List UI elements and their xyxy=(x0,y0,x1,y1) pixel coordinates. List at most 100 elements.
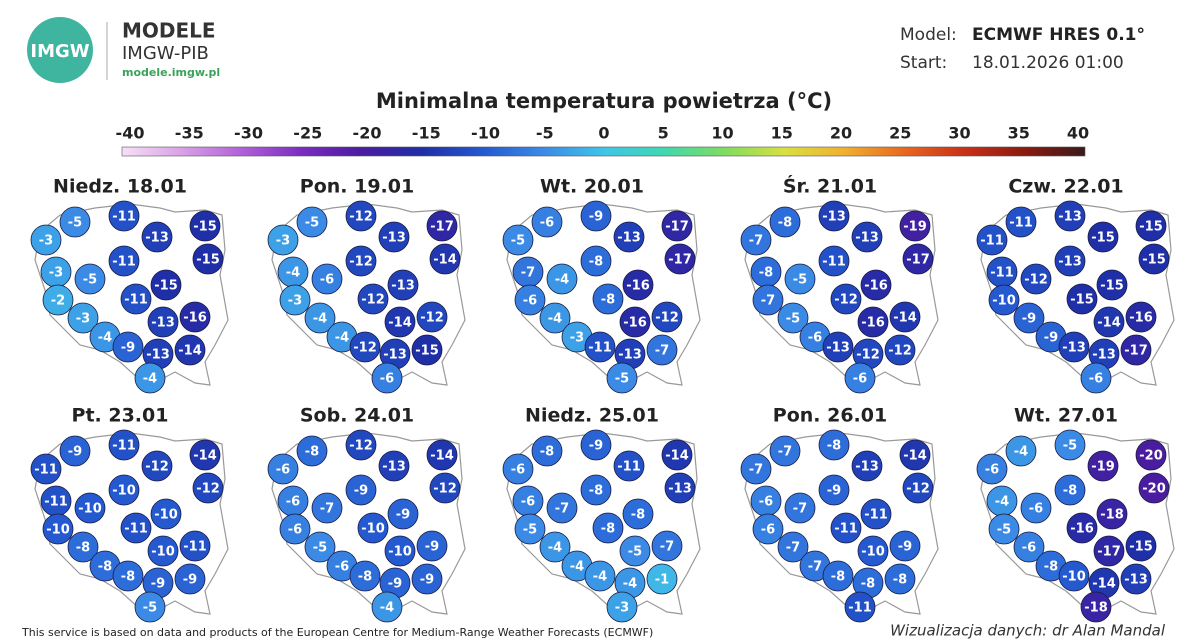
station-value: -14 xyxy=(1092,577,1116,592)
station-marker xyxy=(822,560,854,592)
colorbar-tick-label: 10 xyxy=(711,124,733,143)
station-value: -8 xyxy=(1044,560,1058,575)
station-marker xyxy=(74,263,106,295)
station-marker xyxy=(502,453,534,485)
station-marker xyxy=(279,513,311,545)
station-marker xyxy=(174,334,206,366)
station-value: -14 xyxy=(433,253,457,268)
colorbar-tick-label: -35 xyxy=(175,124,204,143)
station-value: -9 xyxy=(151,577,165,592)
station-marker xyxy=(902,243,934,275)
station-marker xyxy=(546,263,578,295)
station-value: -3 xyxy=(76,312,90,327)
station-marker xyxy=(1054,245,1086,277)
station-marker xyxy=(1135,439,1167,471)
station-value: -11 xyxy=(112,210,136,225)
station-marker xyxy=(546,492,578,524)
station-marker xyxy=(141,221,173,253)
station-marker xyxy=(857,535,889,567)
station-value: -13 xyxy=(383,348,407,363)
station-value: -8 xyxy=(778,216,792,231)
station-value: -11 xyxy=(822,255,846,270)
station-marker xyxy=(108,474,140,506)
day-title: Pon. 19.01 xyxy=(300,176,414,198)
station-marker xyxy=(416,301,448,333)
station-value: -8 xyxy=(305,445,319,460)
station-marker xyxy=(822,331,854,363)
station-marker xyxy=(74,492,106,524)
station-marker xyxy=(304,531,336,563)
day-title: Wt. 27.01 xyxy=(1014,405,1118,427)
station-value: -13 xyxy=(617,231,641,246)
station-value: -8 xyxy=(601,293,615,308)
station-value: -11 xyxy=(864,508,888,523)
station-value: -6 xyxy=(286,495,300,510)
colorbar-tick-label: 40 xyxy=(1067,124,1089,143)
station-value: -15 xyxy=(1100,279,1124,294)
station-marker xyxy=(592,512,624,544)
station-marker xyxy=(1125,301,1157,333)
station-marker xyxy=(147,306,179,338)
station-marker xyxy=(345,245,377,277)
station-marker xyxy=(580,245,612,277)
start-label: Start: xyxy=(900,53,947,73)
station-value: -12 xyxy=(145,460,169,475)
station-value: -13 xyxy=(1058,255,1082,270)
station-value: -10 xyxy=(361,522,385,537)
station-value: -13 xyxy=(391,279,415,294)
station-value: -12 xyxy=(433,482,457,497)
station-value: -8 xyxy=(601,522,615,537)
station-marker xyxy=(976,453,1008,485)
station-value: -17 xyxy=(668,253,692,268)
model: ECMWF HRES 0.1° xyxy=(972,25,1145,45)
station-value: -5 xyxy=(143,601,157,616)
station-value: -11 xyxy=(1009,216,1033,231)
station-marker xyxy=(30,224,62,256)
colorbar-tick-label: -10 xyxy=(471,124,500,143)
station-marker xyxy=(1080,362,1112,394)
colorbar xyxy=(121,146,1086,157)
station-value: -13 xyxy=(145,231,169,246)
station-value: -6 xyxy=(288,523,302,538)
station-value: -13 xyxy=(1062,341,1086,356)
station-marker xyxy=(42,284,74,316)
colorbar-tick-label: -5 xyxy=(536,124,554,143)
station-value: -8 xyxy=(759,266,773,281)
station-value: -12 xyxy=(1024,273,1048,288)
station-marker xyxy=(860,269,892,301)
station-marker xyxy=(1013,302,1045,334)
station-marker xyxy=(384,535,416,567)
station-marker xyxy=(899,210,931,242)
station-marker xyxy=(371,591,403,623)
station-marker xyxy=(378,450,410,482)
station-value: -7 xyxy=(655,344,669,359)
station-marker xyxy=(296,435,328,467)
station-value: -13 xyxy=(382,231,406,246)
station-value: -5 xyxy=(793,273,807,288)
station-marker xyxy=(899,439,931,471)
station-marker xyxy=(1087,450,1119,482)
org: IMGW-PIB xyxy=(122,43,209,64)
station-value: -7 xyxy=(786,541,800,556)
station-value: -4 xyxy=(380,601,394,616)
station-value: -12 xyxy=(349,439,373,454)
station-marker xyxy=(150,498,182,530)
station-value: -13 xyxy=(668,482,692,497)
station-value: -11 xyxy=(124,522,148,537)
station-value: -4 xyxy=(1014,445,1028,460)
station-marker xyxy=(584,331,616,363)
station-marker xyxy=(304,302,336,334)
station-marker xyxy=(844,362,876,394)
station-value: -3 xyxy=(570,331,584,346)
station-value: -11 xyxy=(848,601,872,616)
station-value: -12 xyxy=(655,311,679,326)
station-value: -9 xyxy=(121,341,135,356)
station-value: -11 xyxy=(112,439,136,454)
station-marker xyxy=(1013,531,1045,563)
station-marker xyxy=(514,284,546,316)
station-marker xyxy=(1058,331,1090,363)
station-value: -3 xyxy=(49,266,63,281)
station-value: -4 xyxy=(593,570,607,585)
station-value: -12 xyxy=(906,482,930,497)
